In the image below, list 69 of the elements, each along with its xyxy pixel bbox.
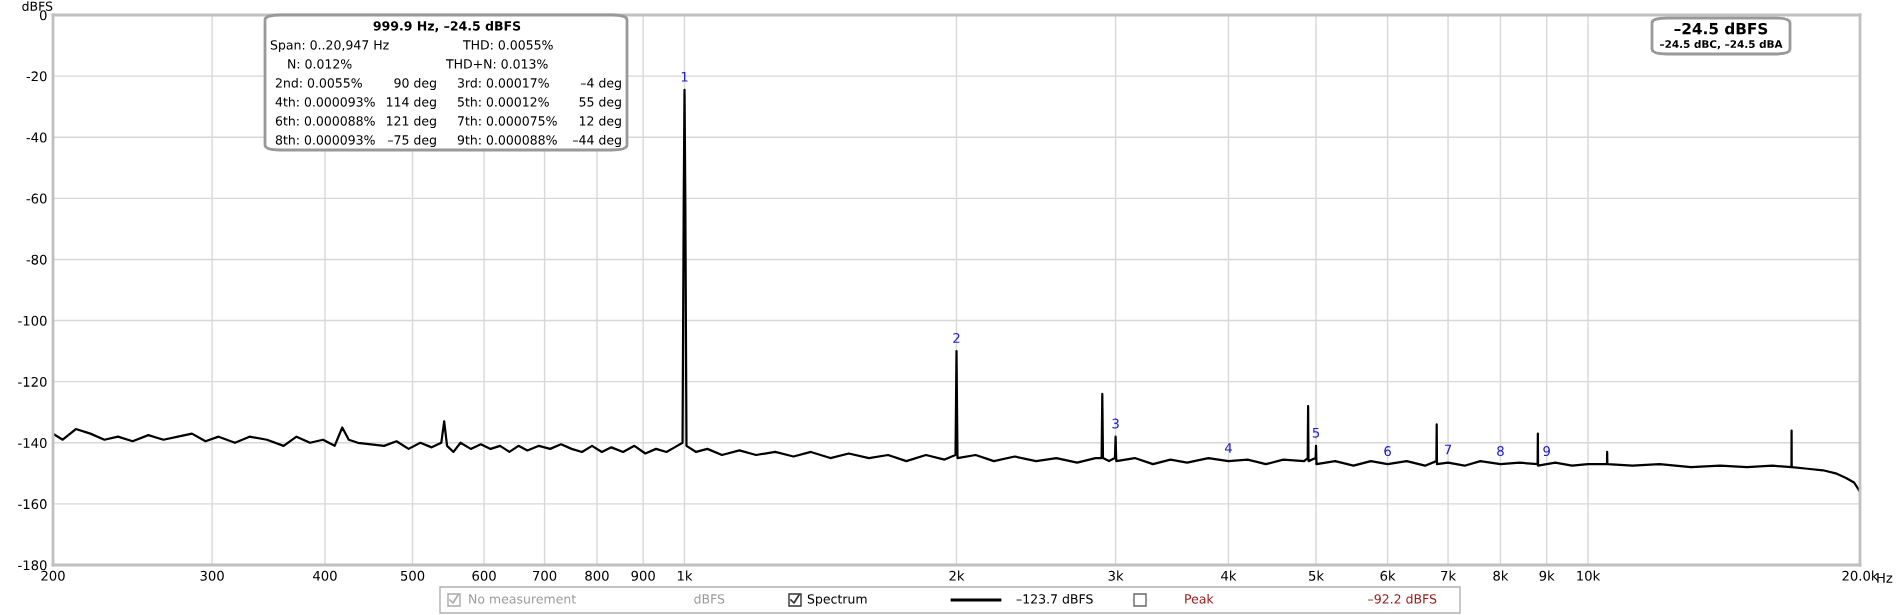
annotation: 12 deg	[579, 115, 621, 129]
y-tick-label: -60	[26, 193, 47, 204]
x-tick-label: 300	[200, 570, 224, 581]
annotation: 3	[1112, 418, 1119, 429]
annotation: –4 deg	[580, 77, 621, 91]
annotation: N: 0.012%	[288, 59, 352, 69]
annotation: THD+N: 0.013%	[445, 59, 548, 69]
annotation: 55 deg	[579, 96, 621, 110]
annotation: 2	[953, 333, 960, 343]
annotation: 9th: 0.000088%	[457, 134, 557, 145]
x-tick-label: 10k	[1577, 570, 1601, 581]
x-tick-label: 5k	[1309, 570, 1325, 581]
x-tick-label: 500	[400, 570, 425, 581]
annotation: THD: 0.0055%	[462, 40, 553, 50]
annotation: 5th: 0.00012%	[457, 96, 549, 107]
x-tick-label: 400	[313, 570, 337, 581]
annotation: 3rd: 0.00017%	[457, 77, 549, 88]
y-tick-label: 0	[39, 10, 47, 21]
y-tick-label: -140	[18, 438, 47, 448]
annotation: 4	[1224, 443, 1232, 453]
x-tick-label: 9k	[1539, 570, 1555, 581]
y-tick-label: -180	[18, 560, 47, 571]
annotation: 121 deg	[386, 115, 436, 129]
annotation: Span: 0..20,947 Hz	[270, 40, 389, 53]
x-tick-label: 7k	[1441, 570, 1457, 581]
y-tick-label: -160	[18, 499, 47, 510]
y-tick-label: -100	[18, 315, 47, 326]
x-tick-label: 2k	[949, 570, 965, 581]
annotation: 2nd: 0.0055%	[275, 77, 362, 88]
annotation: –44 deg	[572, 134, 621, 148]
annotation: –24.5 dBFS	[1674, 22, 1768, 35]
x-tick-label: 200	[41, 570, 65, 581]
annotation: 1	[681, 71, 688, 82]
text: Peak	[1185, 593, 1214, 604]
annotation: 7th: 0.000075%	[458, 115, 557, 126]
y-axis-title: dBFS	[22, 1, 53, 11]
x-tick-label: 1k	[677, 570, 693, 581]
annotation: 999.9 Hz, –24.5 dBFS	[373, 20, 521, 33]
x-tick-label: 6k	[1380, 570, 1396, 581]
annotation: 5	[1312, 427, 1320, 438]
annotation: 9	[1543, 446, 1550, 457]
text: Spectrum	[807, 594, 867, 607]
annotation: 8th: 0.000093%	[275, 134, 375, 145]
x-axis-title: Hz	[1877, 573, 1893, 583]
annotation: 4th: 0.000093%	[275, 96, 375, 107]
y-tick-label: -120	[18, 376, 47, 387]
x-tick-label: 4k	[1221, 570, 1237, 581]
annotation: 114 deg	[386, 96, 436, 110]
annotation: 6	[1384, 446, 1391, 457]
annotation: –24.5 dBC, –24.5 dBA	[1659, 39, 1783, 50]
text: No measurement	[469, 594, 576, 604]
y-tick-label: -40	[26, 132, 47, 143]
x-tick-label: 600	[472, 570, 496, 581]
x-tick-label: 20.0k	[1842, 570, 1879, 581]
annotation: 6th: 0.000088%	[275, 115, 375, 126]
annotation: 90 deg	[394, 77, 436, 91]
x-tick-label: 3k	[1108, 570, 1124, 581]
text: dBFS	[694, 593, 725, 604]
x-tick-label: 900	[631, 570, 655, 581]
text: –123.7 dBFS	[1016, 593, 1093, 604]
annotation: –75 deg	[387, 134, 436, 148]
y-tick-label: -20	[26, 71, 47, 82]
y-tick-label: -80	[26, 254, 47, 265]
annotation: 7	[1444, 444, 1452, 455]
x-tick-label: 800	[585, 570, 609, 581]
x-tick-label: 700	[533, 570, 557, 581]
text: –92.2 dBFS	[1368, 593, 1437, 604]
x-tick-label: 8k	[1493, 570, 1509, 581]
annotation: 8	[1497, 446, 1504, 457]
